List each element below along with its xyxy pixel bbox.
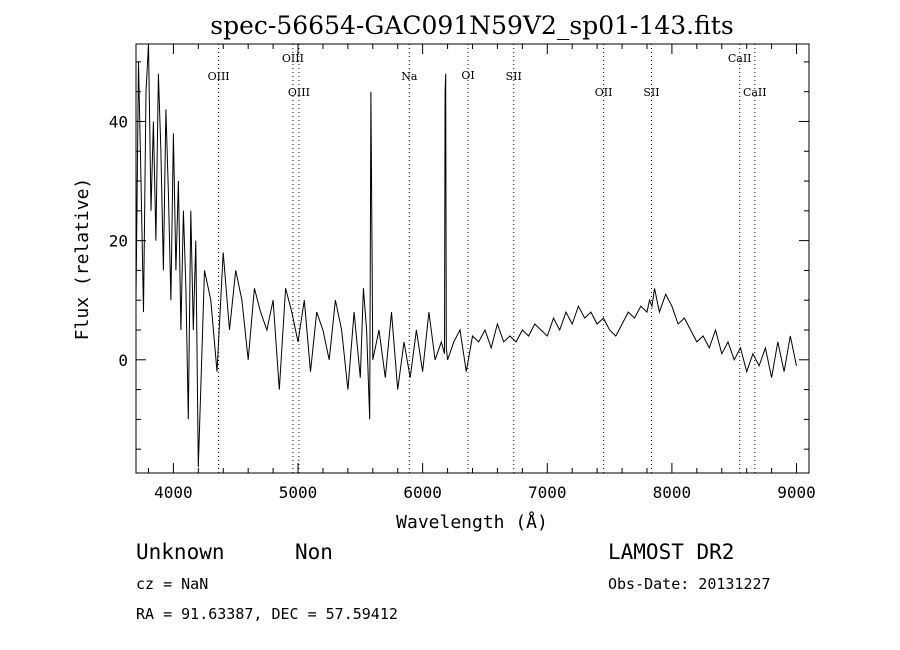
spectral-line-label: OIII <box>282 52 304 65</box>
x-tick-label: 5000 <box>279 483 318 502</box>
survey-label: LAMOST DR2 <box>608 540 735 564</box>
x-tick-label: 6000 <box>403 483 442 502</box>
spectral-line-label: OI <box>461 69 474 82</box>
x-tick-label: 4000 <box>154 483 193 502</box>
coords-label: RA = 91.63387, DEC = 57.59412 <box>136 605 398 623</box>
spectrum-series <box>136 44 797 468</box>
obs-date-label: Obs-Date: 20131227 <box>608 575 771 593</box>
y-tick-label: 20 <box>109 232 128 251</box>
spectral-line-label: SII <box>643 86 659 99</box>
y-axis-label: Flux (relative) <box>72 178 93 341</box>
y-tick-label: 0 <box>118 351 128 370</box>
spectral-line-label: CaII <box>728 52 752 65</box>
x-axis-label: Wavelength (Å) <box>396 511 548 533</box>
spectral-line-markers: OIII OIII OIII Na OI SII OII SII CaII CaII <box>208 44 767 473</box>
spectral-line-label: SII <box>506 70 522 83</box>
chart-title: spec-56654-GAC091N59V2_sp01-143.fits <box>210 11 733 40</box>
cz-label: cz = NaN <box>136 575 209 593</box>
plot-frame <box>135 43 810 474</box>
class-label: Unknown <box>136 540 225 564</box>
x-tick-label: 8000 <box>653 483 692 502</box>
spectral-line-label: OIII <box>288 86 310 99</box>
x-tick-label: 7000 <box>528 483 567 502</box>
y-tick-label: 40 <box>109 112 128 131</box>
spectral-line-label: CaII <box>743 86 767 99</box>
spectral-line-label: Na <box>401 70 418 83</box>
axis-ticks: 4000 5000 6000 7000 8000 9000 0 20 40 <box>109 44 816 502</box>
spectrum-line <box>136 44 797 468</box>
x-tick-label: 9000 <box>777 483 816 502</box>
spectral-line-label: OII <box>595 86 613 99</box>
spectral-line-label: OIII <box>208 70 230 83</box>
subclass-label: Non <box>295 540 333 564</box>
